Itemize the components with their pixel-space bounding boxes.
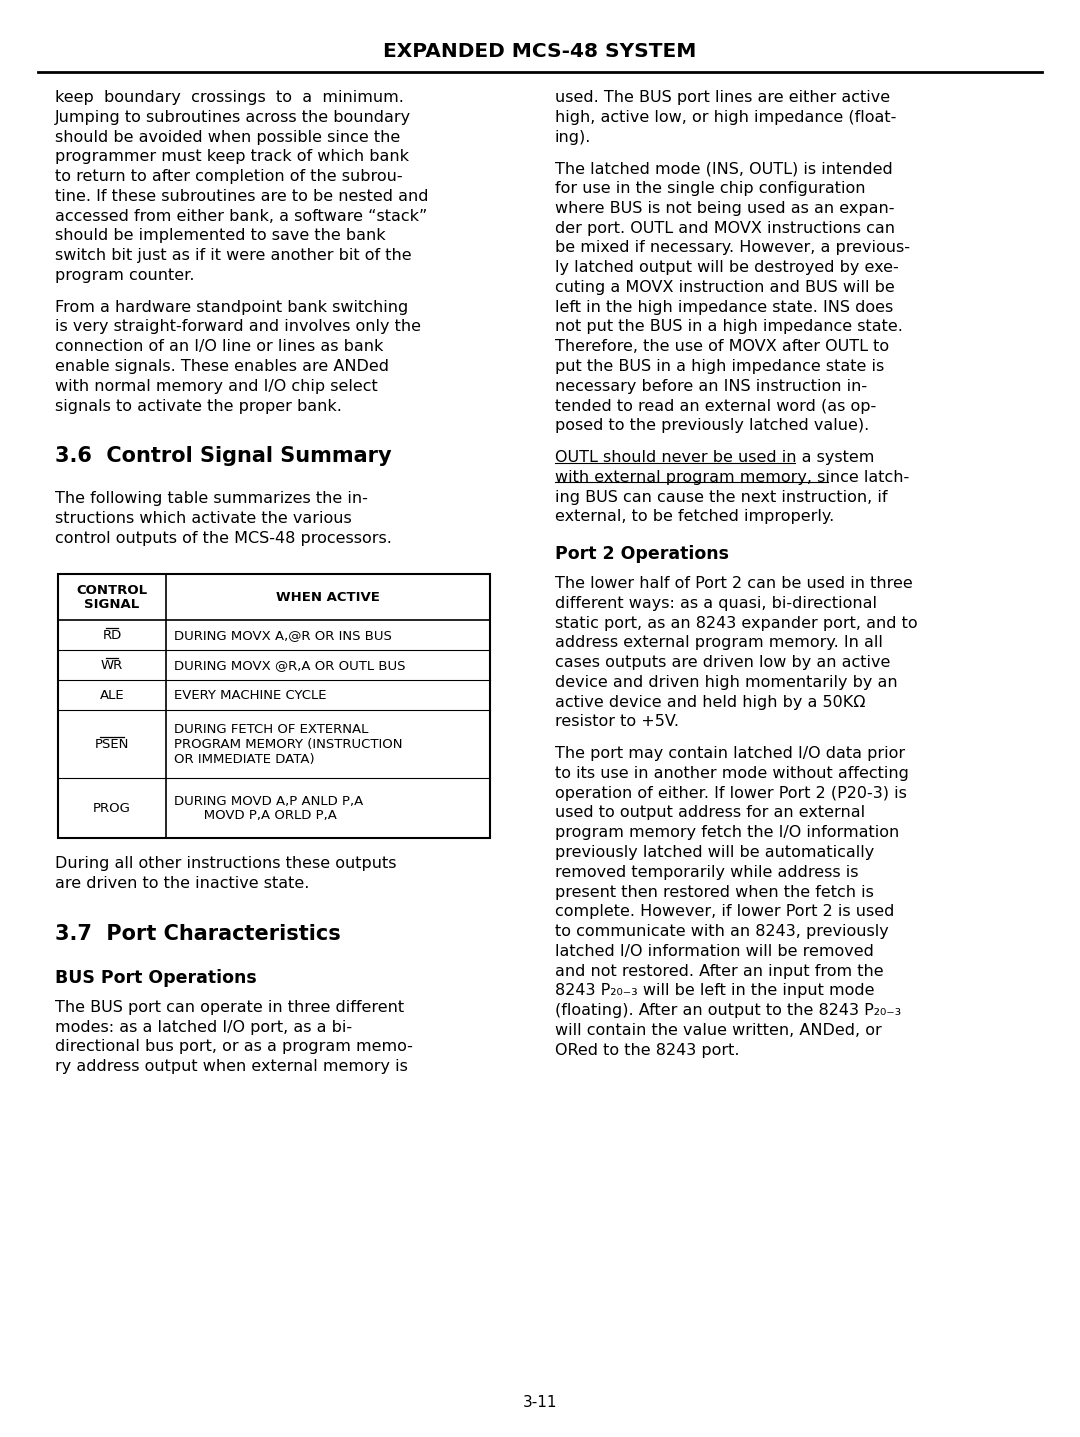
Text: control outputs of the MCS-48 processors.: control outputs of the MCS-48 processors…: [55, 530, 392, 546]
Text: will contain the value written, ANDed, or: will contain the value written, ANDed, o…: [555, 1023, 881, 1038]
Text: high, active low, or high impedance (float-: high, active low, or high impedance (flo…: [555, 109, 896, 125]
Text: with normal memory and I/O chip select: with normal memory and I/O chip select: [55, 379, 378, 394]
Text: latched I/O information will be removed: latched I/O information will be removed: [555, 944, 874, 958]
Text: The following table summarizes the in-: The following table summarizes the in-: [55, 491, 368, 506]
Text: with external program memory, since latch-: with external program memory, since latc…: [555, 470, 909, 484]
Text: DURING MOVX A,@R OR INS BUS: DURING MOVX A,@R OR INS BUS: [174, 629, 392, 642]
Text: used to output address for an external: used to output address for an external: [555, 805, 865, 821]
Text: to its use in another mode without affecting: to its use in another mode without affec…: [555, 766, 909, 780]
Text: complete. However, if lower Port 2 is used: complete. However, if lower Port 2 is us…: [555, 904, 894, 920]
Text: keep  boundary  crossings  to  a  minimum.: keep boundary crossings to a minimum.: [55, 91, 404, 105]
Text: MOVD P,A ORLD P,A: MOVD P,A ORLD P,A: [174, 809, 337, 822]
Text: BUS Port Operations: BUS Port Operations: [55, 969, 257, 987]
Text: be mixed if necessary. However, a previous-: be mixed if necessary. However, a previo…: [555, 240, 910, 256]
Text: put the BUS in a high impedance state is: put the BUS in a high impedance state is: [555, 359, 885, 374]
Text: programmer must keep track of which bank: programmer must keep track of which bank: [55, 149, 409, 164]
Text: cuting a MOVX instruction and BUS will be: cuting a MOVX instruction and BUS will b…: [555, 280, 894, 295]
Text: connection of an I/O line or lines as bank: connection of an I/O line or lines as ba…: [55, 339, 383, 355]
Text: During all other instructions these outputs: During all other instructions these outp…: [55, 856, 396, 871]
Text: not put the BUS in a high impedance state.: not put the BUS in a high impedance stat…: [555, 319, 903, 335]
Text: RD: RD: [103, 629, 122, 642]
Text: removed temporarily while address is: removed temporarily while address is: [555, 865, 859, 879]
Text: cases outputs are driven low by an active: cases outputs are driven low by an activ…: [555, 655, 890, 670]
Text: Jumping to subroutines across the boundary: Jumping to subroutines across the bounda…: [55, 109, 411, 125]
Text: ORed to the 8243 port.: ORed to the 8243 port.: [555, 1043, 740, 1058]
Text: Port 2 Operations: Port 2 Operations: [555, 545, 729, 563]
Text: OUTL should never be used in a system: OUTL should never be used in a system: [555, 450, 875, 466]
Text: 8243 P₂₀₋₃ will be left in the input mode: 8243 P₂₀₋₃ will be left in the input mod…: [555, 983, 875, 999]
Text: ing).: ing).: [555, 129, 592, 145]
Text: ly latched output will be destroyed by exe-: ly latched output will be destroyed by e…: [555, 260, 899, 274]
Text: should be implemented to save the bank: should be implemented to save the bank: [55, 228, 386, 243]
Text: used. The BUS port lines are either active: used. The BUS port lines are either acti…: [555, 91, 890, 105]
Text: EVERY MACHINE CYCLE: EVERY MACHINE CYCLE: [174, 688, 326, 701]
Text: der port. OUTL and MOVX instructions can: der port. OUTL and MOVX instructions can: [555, 220, 895, 236]
Text: program memory fetch the I/O information: program memory fetch the I/O information: [555, 825, 900, 841]
Text: tine. If these subroutines are to be nested and: tine. If these subroutines are to be nes…: [55, 188, 429, 204]
Text: directional bus port, or as a program memo-: directional bus port, or as a program me…: [55, 1039, 413, 1055]
Text: PROG: PROG: [93, 802, 131, 815]
Text: switch bit just as if it were another bit of the: switch bit just as if it were another bi…: [55, 249, 411, 263]
Text: The BUS port can operate in three different: The BUS port can operate in three differ…: [55, 1000, 404, 1015]
Text: operation of either. If lower Port 2 (P20-3) is: operation of either. If lower Port 2 (P2…: [555, 786, 907, 800]
Text: The latched mode (INS, OUTL) is intended: The latched mode (INS, OUTL) is intended: [555, 161, 893, 177]
Text: resistor to +5V.: resistor to +5V.: [555, 714, 679, 730]
Text: The lower half of Port 2 can be used in three: The lower half of Port 2 can be used in …: [555, 576, 913, 591]
Text: (floating). After an output to the 8243 P₂₀₋₃: (floating). After an output to the 8243 …: [555, 1003, 901, 1019]
Text: DURING MOVD A,P ANLD P,A: DURING MOVD A,P ANLD P,A: [174, 795, 363, 808]
Text: static port, as an 8243 expander port, and to: static port, as an 8243 expander port, a…: [555, 615, 918, 631]
Text: posed to the previously latched value).: posed to the previously latched value).: [555, 418, 869, 434]
Text: The port may contain latched I/O data prior: The port may contain latched I/O data pr…: [555, 746, 905, 762]
Text: address external program memory. In all: address external program memory. In all: [555, 635, 882, 651]
Text: for use in the single chip configuration: for use in the single chip configuration: [555, 181, 865, 195]
Text: DURING FETCH OF EXTERNAL: DURING FETCH OF EXTERNAL: [174, 723, 368, 736]
Text: are driven to the inactive state.: are driven to the inactive state.: [55, 877, 309, 891]
Text: EXPANDED MCS-48 SYSTEM: EXPANDED MCS-48 SYSTEM: [383, 42, 697, 60]
Text: ry address output when external memory is: ry address output when external memory i…: [55, 1059, 408, 1075]
Text: 3.7  Port Characteristics: 3.7 Port Characteristics: [55, 924, 341, 944]
Text: modes: as a latched I/O port, as a bi-: modes: as a latched I/O port, as a bi-: [55, 1020, 352, 1035]
Text: signals to activate the proper bank.: signals to activate the proper bank.: [55, 398, 342, 414]
Text: tended to read an external word (as op-: tended to read an external word (as op-: [555, 398, 876, 414]
Text: where BUS is not being used as an expan-: where BUS is not being used as an expan-: [555, 201, 894, 216]
Text: program counter.: program counter.: [55, 269, 194, 283]
Text: to communicate with an 8243, previously: to communicate with an 8243, previously: [555, 924, 889, 940]
Text: CONTROL: CONTROL: [77, 583, 148, 596]
Text: is very straight-forward and involves only the: is very straight-forward and involves on…: [55, 319, 421, 335]
Text: left in the high impedance state. INS does: left in the high impedance state. INS do…: [555, 300, 893, 315]
Text: enable signals. These enables are ANDed: enable signals. These enables are ANDed: [55, 359, 389, 374]
Text: WHEN ACTIVE: WHEN ACTIVE: [276, 591, 380, 604]
Text: PROGRAM MEMORY (INSTRUCTION: PROGRAM MEMORY (INSTRUCTION: [174, 739, 403, 752]
Text: Therefore, the use of MOVX after OUTL to: Therefore, the use of MOVX after OUTL to: [555, 339, 889, 355]
Text: external, to be fetched improperly.: external, to be fetched improperly.: [555, 509, 834, 525]
Bar: [58, 575, 490, 838]
Text: structions which activate the various: structions which activate the various: [55, 512, 352, 526]
Text: different ways: as a quasi, bi-directional: different ways: as a quasi, bi-direction…: [555, 596, 877, 611]
Text: ing BUS can cause the next instruction, if: ing BUS can cause the next instruction, …: [555, 490, 888, 504]
Text: to return to after completion of the subrou-: to return to after completion of the sub…: [55, 170, 403, 184]
Text: device and driven high momentarily by an: device and driven high momentarily by an: [555, 675, 897, 690]
Text: and not restored. After an input from the: and not restored. After an input from th…: [555, 964, 883, 979]
Text: present then restored when the fetch is: present then restored when the fetch is: [555, 885, 874, 900]
Text: SIGNAL: SIGNAL: [84, 598, 139, 611]
Text: From a hardware standpoint bank switching: From a hardware standpoint bank switchin…: [55, 300, 408, 315]
Text: 3-11: 3-11: [523, 1395, 557, 1410]
Text: WR: WR: [100, 660, 123, 673]
Text: necessary before an INS instruction in-: necessary before an INS instruction in-: [555, 379, 867, 394]
Text: 3.6  Control Signal Summary: 3.6 Control Signal Summary: [55, 445, 392, 466]
Text: previously latched will be automatically: previously latched will be automatically: [555, 845, 874, 859]
Text: should be avoided when possible since the: should be avoided when possible since th…: [55, 129, 401, 145]
Text: ALE: ALE: [99, 688, 124, 701]
Text: PSEN: PSEN: [95, 739, 130, 752]
Text: active device and held high by a 50KΩ: active device and held high by a 50KΩ: [555, 694, 865, 710]
Text: accessed from either bank, a software “stack”: accessed from either bank, a software “s…: [55, 208, 428, 224]
Text: DURING MOVX @R,A OR OUTL BUS: DURING MOVX @R,A OR OUTL BUS: [174, 660, 405, 673]
Text: OR IMMEDIATE DATA): OR IMMEDIATE DATA): [174, 753, 314, 766]
